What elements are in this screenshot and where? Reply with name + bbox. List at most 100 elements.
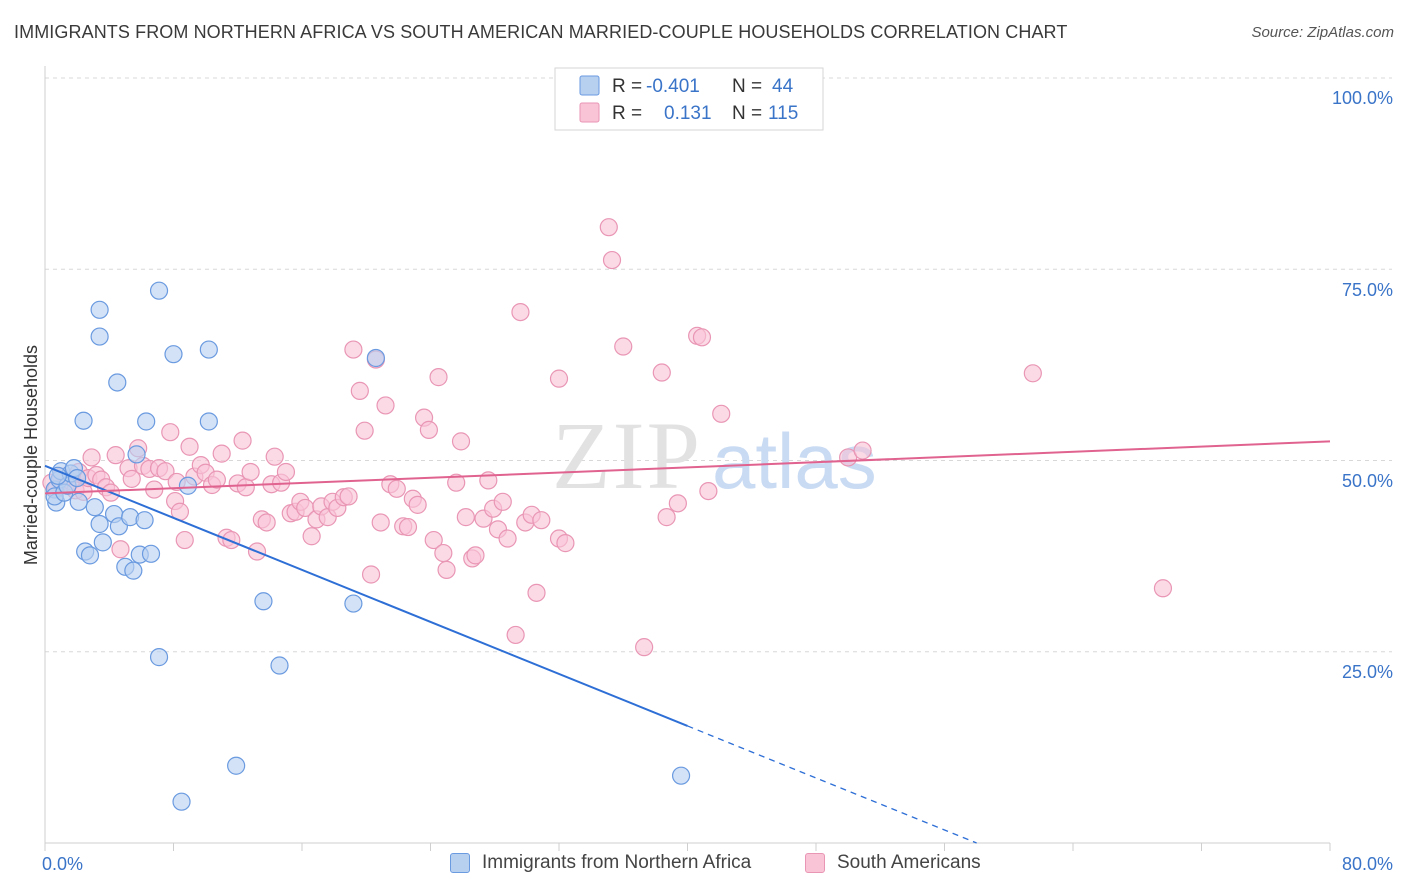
point-south-americans [122,469,141,488]
x-tick-label-min: 0.0% [42,854,83,874]
point-northern-africa [135,511,154,530]
points-layer [42,218,1173,811]
point-northern-africa [90,300,109,319]
watermark-zip: ZIP [552,402,702,509]
point-south-americans [652,363,671,382]
point-northern-africa [141,544,161,563]
axes-layer [44,66,1331,851]
point-south-americans [398,517,418,537]
legend-swatch-blue [450,853,470,873]
bottom-legend: Immigrants from Northern Africa South Am… [0,852,1406,876]
x-tick-label-max: 80.0% [1342,854,1393,874]
point-south-americans [853,441,872,460]
point-south-americans [599,218,618,237]
point-south-americans [532,511,551,530]
stats-n-label-pink: N = [732,103,762,124]
tick-labels: 25.0% 50.0% 75.0% 100.0% 0.0% 80.0% [42,88,1393,874]
stats-legend-swatch-blue [579,75,600,96]
point-northern-africa [124,561,143,580]
point-northern-africa [74,411,93,430]
source-credit: Source: ZipAtlas.com [1251,24,1394,41]
point-south-americans [339,487,358,506]
point-northern-africa [85,498,104,517]
trendline-northern-africa-extrapolated [687,725,977,844]
point-south-americans [371,513,390,532]
point-south-americans [350,381,369,400]
point-south-americans [1153,579,1173,598]
point-northern-africa [254,592,273,611]
point-south-americans [1023,364,1042,383]
point-south-americans [493,492,512,511]
point-south-americans [175,530,194,550]
point-south-americans [511,302,530,322]
point-south-americans [527,583,546,602]
point-south-americans [602,250,622,270]
point-south-americans [161,423,180,442]
point-northern-africa [671,766,691,785]
point-south-americans [106,446,125,465]
point-south-americans [668,494,687,513]
point-south-americans [456,508,475,527]
point-south-americans [156,462,175,481]
point-south-americans [355,421,374,440]
y-tick-label: 75.0% [1342,280,1393,300]
y-tick-label: 50.0% [1342,471,1393,491]
legend-label-northern-africa: Immigrants from Northern Africa [482,852,752,873]
legend-item-northern-africa[interactable]: Immigrants from Northern Africa [450,852,751,874]
y-axis-title: Married-couple Households [21,345,41,565]
point-northern-africa [270,656,289,675]
point-northern-africa [69,492,88,511]
point-south-americans [361,565,381,584]
point-northern-africa [80,546,100,565]
point-south-americans [692,328,712,347]
stats-r-value-blue: -0.401 [646,76,700,97]
point-south-americans [233,431,252,450]
point-south-americans [265,447,284,466]
point-northern-africa [149,281,169,300]
point-south-americans [437,560,456,579]
trend-layer [44,440,1331,844]
stats-r-label-blue: R = [612,76,642,97]
point-south-americans [424,530,443,550]
point-south-americans [466,546,485,565]
legend-label-south-americans: South Americans [837,852,981,873]
point-south-americans [387,479,406,498]
point-northern-africa [90,514,109,534]
point-south-americans [635,638,654,657]
legend-swatch-pink [805,853,825,873]
point-south-americans [498,529,517,548]
point-south-americans [712,404,731,423]
point-south-americans [236,478,255,497]
point-south-americans [376,396,395,415]
point-south-americans [447,473,466,492]
point-south-americans [276,462,296,482]
point-south-americans [419,420,438,439]
point-northern-africa [93,533,112,552]
point-south-americans [506,625,525,645]
point-south-americans [657,508,676,527]
point-south-americans [257,513,276,532]
stats-legend: R = -0.401 N = 44 R = 0.131 N = 115 [554,67,824,131]
point-northern-africa [137,412,156,431]
stats-r-label-pink: R = [612,103,642,124]
point-south-americans [614,337,633,356]
point-south-americans [344,340,363,359]
point-south-americans [302,527,321,546]
point-northern-africa [227,756,246,775]
point-south-americans [222,530,241,550]
point-northern-africa [344,594,363,613]
point-northern-africa [178,476,198,495]
grid-layer [45,77,1392,653]
point-northern-africa [149,648,169,667]
point-south-americans [212,444,231,463]
point-northern-africa [108,373,127,392]
legend-item-south-americans[interactable]: South Americans [805,852,981,874]
y-tick-label: 25.0% [1342,662,1393,682]
point-south-americans [451,432,471,451]
point-northern-africa [90,327,109,346]
stats-n-label-blue: N = [732,76,762,97]
chart-title: IMMIGRANTS FROM NORTHERN AFRICA VS SOUTH… [14,22,1068,42]
stats-r-value-pink: 0.131 [664,103,712,124]
point-south-americans [207,470,226,489]
